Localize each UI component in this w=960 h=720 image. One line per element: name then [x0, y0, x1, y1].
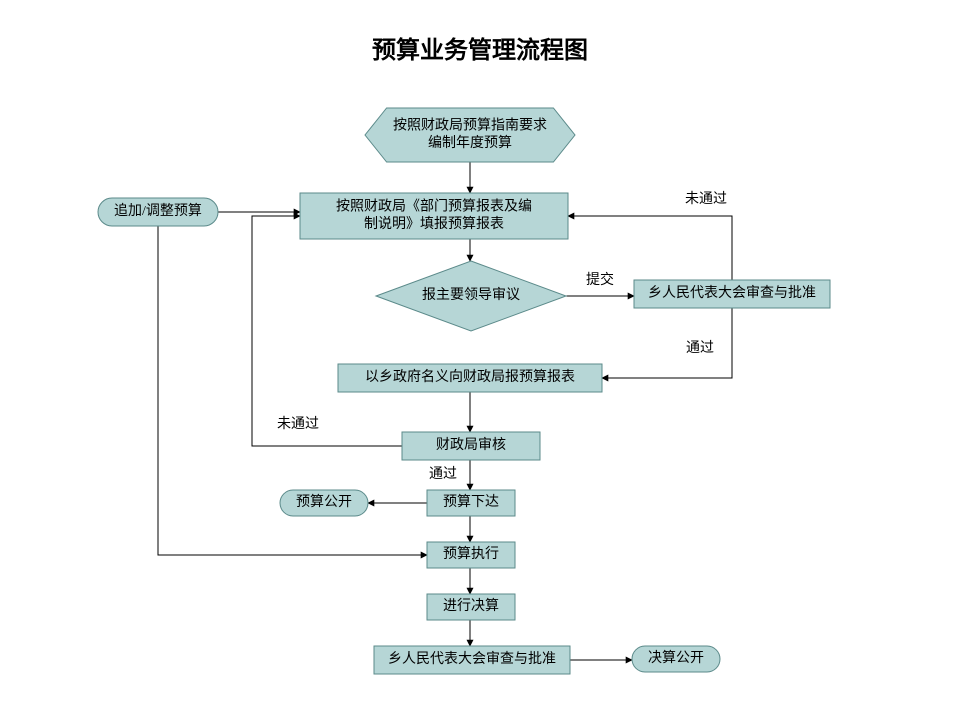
node-adjust-line-0: 追加/调整预算 [114, 203, 202, 219]
node-budget_public-line-0: 预算公开 [296, 494, 352, 510]
node-review_leader: 报主要领导审议 [376, 261, 566, 331]
node-budget_issue: 预算下达 [427, 490, 515, 516]
node-xcongress2: 乡人民代表大会审查与批准 [374, 646, 570, 674]
chart-title: 预算业务管理流程图 [372, 36, 588, 64]
node-settlement-line-0: 进行决算 [443, 598, 499, 614]
edge-label-7: 未通过 [277, 416, 319, 432]
node-xcongress1-line-0: 乡人民代表大会审查与批准 [648, 285, 816, 301]
node-start-line-0: 按照财政局预算指南要求 [393, 117, 547, 133]
edge-label-4: 未通过 [685, 191, 727, 207]
node-budget_exec: 预算执行 [427, 542, 515, 568]
node-finance_audit: 财政局审核 [402, 432, 540, 460]
node-start: 按照财政局预算指南要求编制年度预算 [365, 108, 575, 162]
node-settle_public: 决算公开 [632, 646, 720, 672]
node-budget_exec-line-0: 预算执行 [443, 546, 499, 562]
edge-4 [568, 216, 732, 280]
node-budget_issue-line-0: 预算下达 [443, 494, 499, 510]
edge-label-3: 提交 [586, 271, 614, 288]
node-settle_public-line-0: 决算公开 [648, 650, 704, 666]
node-adjust: 追加/调整预算 [98, 198, 218, 226]
node-fill_forms-line-0: 按照财政局《部门预算报表及编 [336, 198, 532, 214]
node-submit_gov-line-0: 以乡政府名义向财政局报预算报表 [365, 369, 575, 385]
node-fill_forms-line-1: 制说明》填报预算报表 [364, 216, 504, 232]
node-fill_forms: 按照财政局《部门预算报表及编制说明》填报预算报表 [300, 193, 568, 239]
node-xcongress1: 乡人民代表大会审查与批准 [634, 280, 830, 308]
node-start-line-1: 编制年度预算 [428, 135, 512, 151]
node-xcongress2-line-0: 乡人民代表大会审查与批准 [388, 651, 556, 667]
node-submit_gov: 以乡政府名义向财政局报预算报表 [338, 364, 602, 392]
flowchart-canvas: 预算业务管理流程图提交未通过通过未通过通过按照财政局预算指南要求编制年度预算按照… [0, 0, 960, 720]
edge-7 [252, 216, 402, 446]
edge-label-5: 通过 [686, 340, 714, 356]
node-finance_audit-line-0: 财政局审核 [436, 437, 506, 453]
node-budget_public: 预算公开 [280, 490, 368, 516]
node-review_leader-line-0: 报主要领导审议 [422, 287, 520, 303]
edge-label-8: 通过 [429, 466, 457, 482]
node-settlement: 进行决算 [427, 594, 515, 620]
